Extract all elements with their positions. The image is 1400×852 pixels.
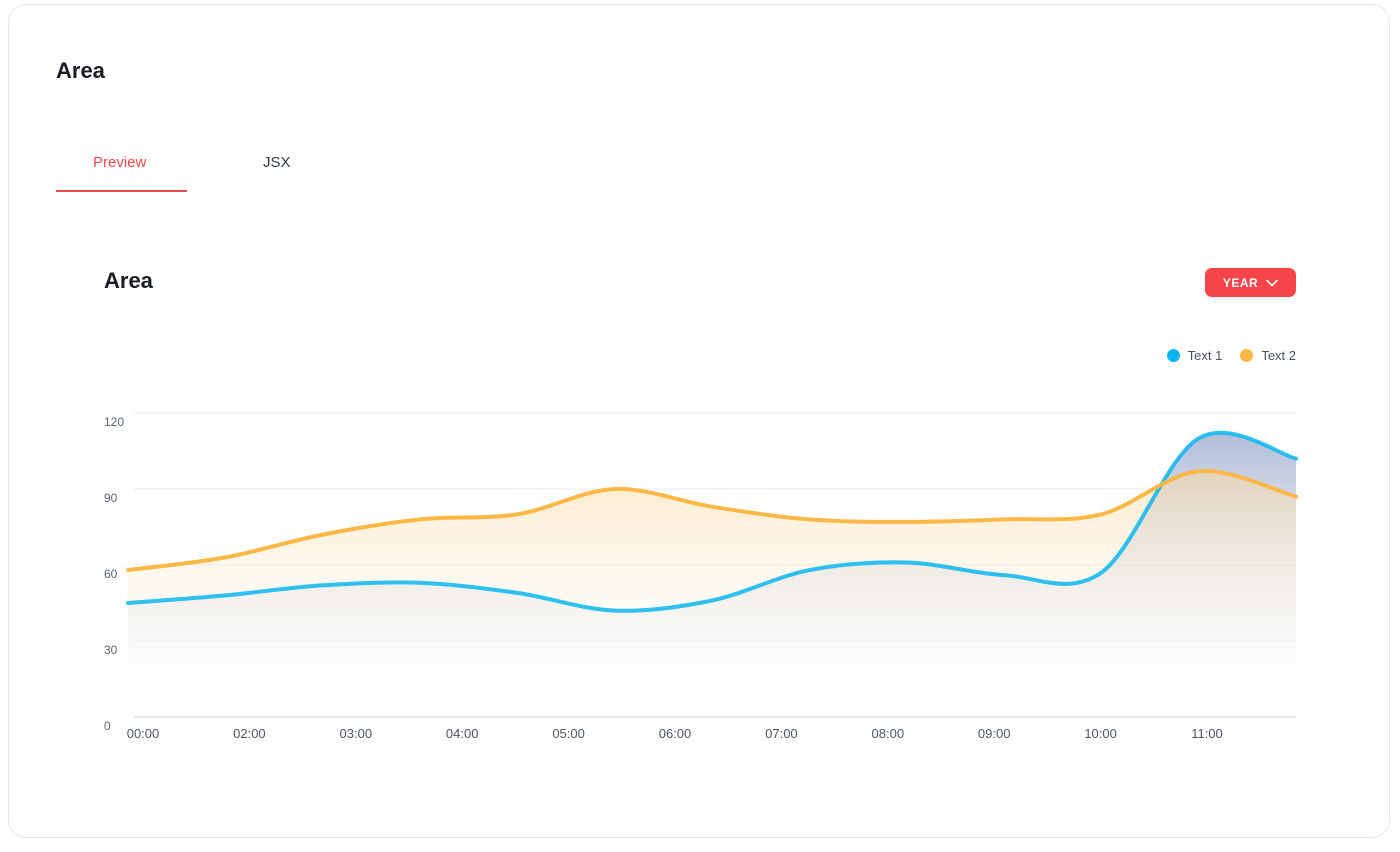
chart-legend: Text 1 Text 2 [1166, 348, 1296, 363]
chart-areas [128, 432, 1296, 717]
chart-lines [126, 430, 1298, 613]
x-tick-label: 06:00 [659, 726, 692, 741]
chart-title: Area [104, 268, 153, 293]
x-tick-label: 04:00 [446, 726, 479, 741]
x-axis: 00:00 02:00 03:00 04:00 05:00 06:00 07:00 08:00… [127, 726, 1223, 741]
x-tick-label: 11:00 [1191, 726, 1223, 741]
x-tick-label: 02:00 [233, 726, 266, 741]
x-tick-label: 08:00 [872, 726, 905, 741]
page-title: Area [56, 58, 105, 83]
x-tick-label: 03:00 [340, 726, 373, 741]
x-tick-label: 07:00 [765, 726, 798, 741]
x-tick-label: 00:00 [127, 726, 160, 741]
y-axis: 0 30 60 90 120 [104, 415, 124, 733]
x-tick-label: 05:00 [552, 726, 585, 741]
x-tick-label: 09:00 [978, 726, 1011, 741]
tab-preview[interactable]: Preview [93, 154, 147, 171]
legend-label: Text 2 [1261, 348, 1296, 363]
legend-dot-icon [1240, 349, 1254, 362]
y-tick-label: 90 [104, 491, 118, 505]
year-button-label: YEAR [1222, 275, 1259, 290]
y-tick-label: 60 [104, 567, 118, 581]
year-dropdown-button[interactable]: YEAR [1205, 268, 1296, 297]
legend-item-text-1[interactable]: Text 1 [1166, 348, 1223, 363]
x-tick-label: 10:00 [1084, 726, 1117, 741]
y-tick-label: 120 [104, 415, 124, 429]
legend-label: Text 1 [1187, 348, 1223, 363]
tab-jsx[interactable]: JSX [263, 154, 291, 171]
tab-bar: Preview JSX [56, 140, 356, 192]
line-series-1 [126, 430, 1298, 613]
y-tick-label: 0 [104, 719, 111, 733]
active-tab-indicator [56, 190, 187, 192]
line-series-2 [126, 469, 1298, 573]
legend-dot-icon [1166, 349, 1180, 362]
chevron-down-icon [1266, 279, 1278, 286]
area-fill-series-2 [128, 471, 1296, 717]
y-tick-label: 30 [104, 643, 118, 657]
legend-item-text-2[interactable]: Text 2 [1240, 348, 1296, 363]
